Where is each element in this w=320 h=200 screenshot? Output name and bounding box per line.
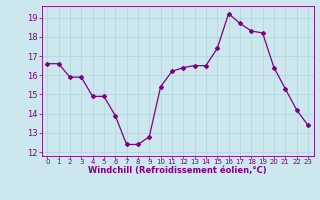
X-axis label: Windchill (Refroidissement éolien,°C): Windchill (Refroidissement éolien,°C): [88, 166, 267, 175]
